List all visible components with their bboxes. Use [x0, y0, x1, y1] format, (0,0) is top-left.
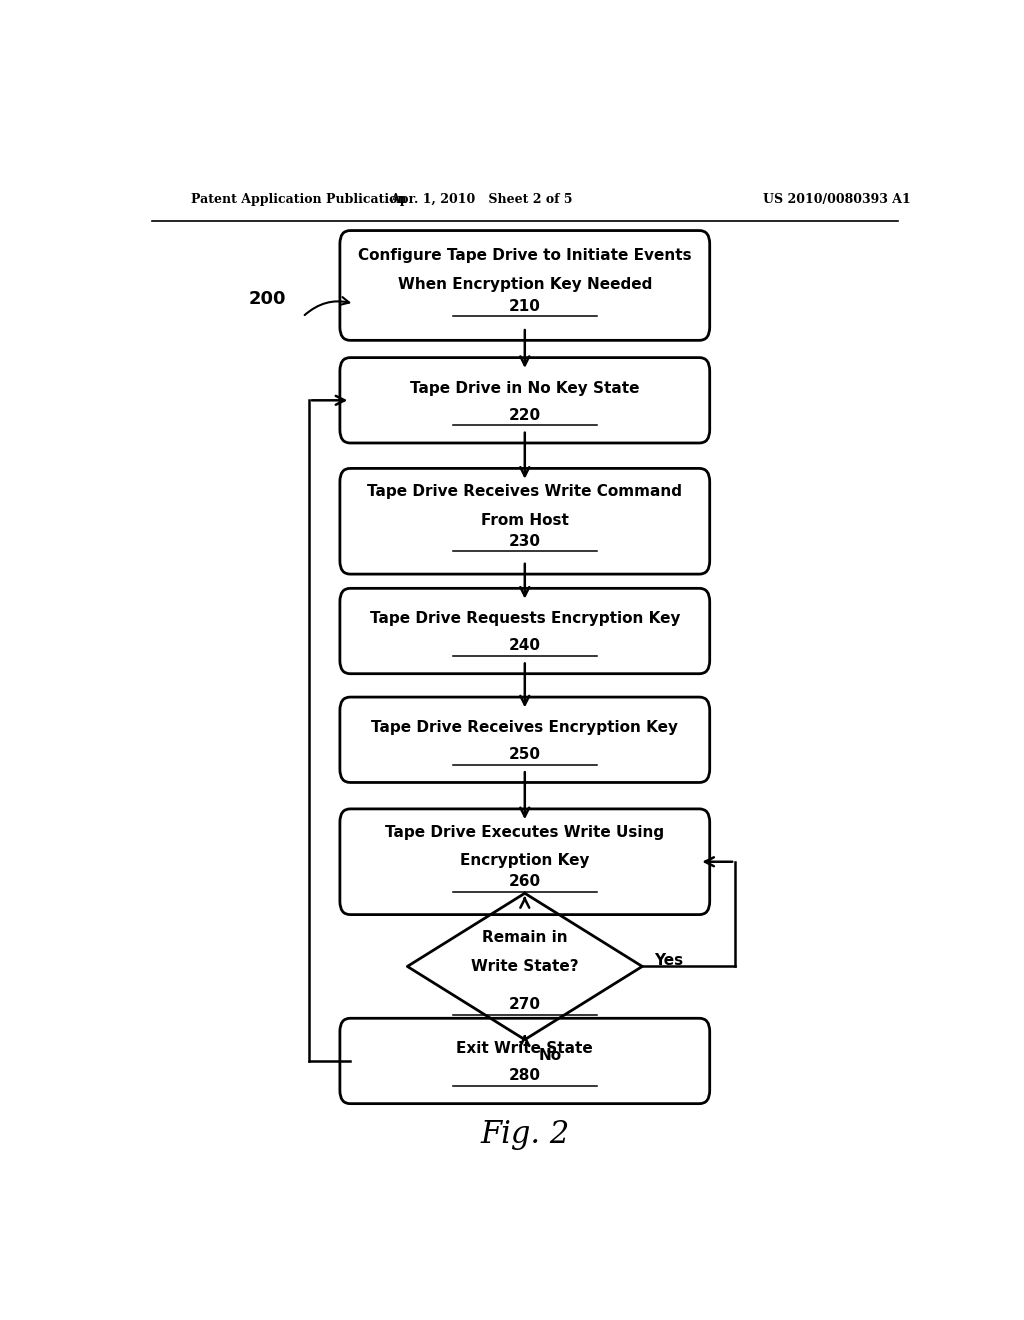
Text: 240: 240 [509, 639, 541, 653]
Text: 230: 230 [509, 533, 541, 549]
Text: No: No [539, 1048, 562, 1063]
Text: Apr. 1, 2010   Sheet 2 of 5: Apr. 1, 2010 Sheet 2 of 5 [390, 193, 572, 206]
Text: Tape Drive Receives Write Command: Tape Drive Receives Write Command [368, 484, 682, 499]
FancyBboxPatch shape [340, 697, 710, 783]
FancyBboxPatch shape [340, 1018, 710, 1104]
Text: Tape Drive in No Key State: Tape Drive in No Key State [410, 380, 640, 396]
Text: Tape Drive Executes Write Using: Tape Drive Executes Write Using [385, 825, 665, 840]
Text: Tape Drive Requests Encryption Key: Tape Drive Requests Encryption Key [370, 611, 680, 626]
Text: Patent Application Publication: Patent Application Publication [191, 193, 407, 206]
Text: When Encryption Key Needed: When Encryption Key Needed [397, 277, 652, 292]
Text: Write State?: Write State? [471, 958, 579, 974]
Text: Yes: Yes [654, 953, 683, 968]
Text: Tape Drive Receives Encryption Key: Tape Drive Receives Encryption Key [372, 721, 678, 735]
Text: From Host: From Host [481, 512, 568, 528]
Text: Remain in: Remain in [482, 931, 567, 945]
Text: Exit Write State: Exit Write State [457, 1041, 593, 1056]
FancyBboxPatch shape [340, 358, 710, 444]
Text: Encryption Key: Encryption Key [460, 853, 590, 869]
Text: 200: 200 [248, 289, 286, 308]
Text: Fig. 2: Fig. 2 [480, 1118, 569, 1150]
Text: 280: 280 [509, 1068, 541, 1084]
Text: 270: 270 [509, 997, 541, 1012]
FancyBboxPatch shape [340, 809, 710, 915]
Polygon shape [408, 894, 642, 1040]
Text: Configure Tape Drive to Initiate Events: Configure Tape Drive to Initiate Events [358, 248, 691, 264]
FancyBboxPatch shape [340, 589, 710, 673]
Text: US 2010/0080393 A1: US 2010/0080393 A1 [763, 193, 910, 206]
FancyBboxPatch shape [340, 231, 710, 341]
FancyBboxPatch shape [340, 469, 710, 574]
Text: 250: 250 [509, 747, 541, 762]
Text: 220: 220 [509, 408, 541, 422]
Text: 260: 260 [509, 874, 541, 890]
Text: 210: 210 [509, 298, 541, 314]
